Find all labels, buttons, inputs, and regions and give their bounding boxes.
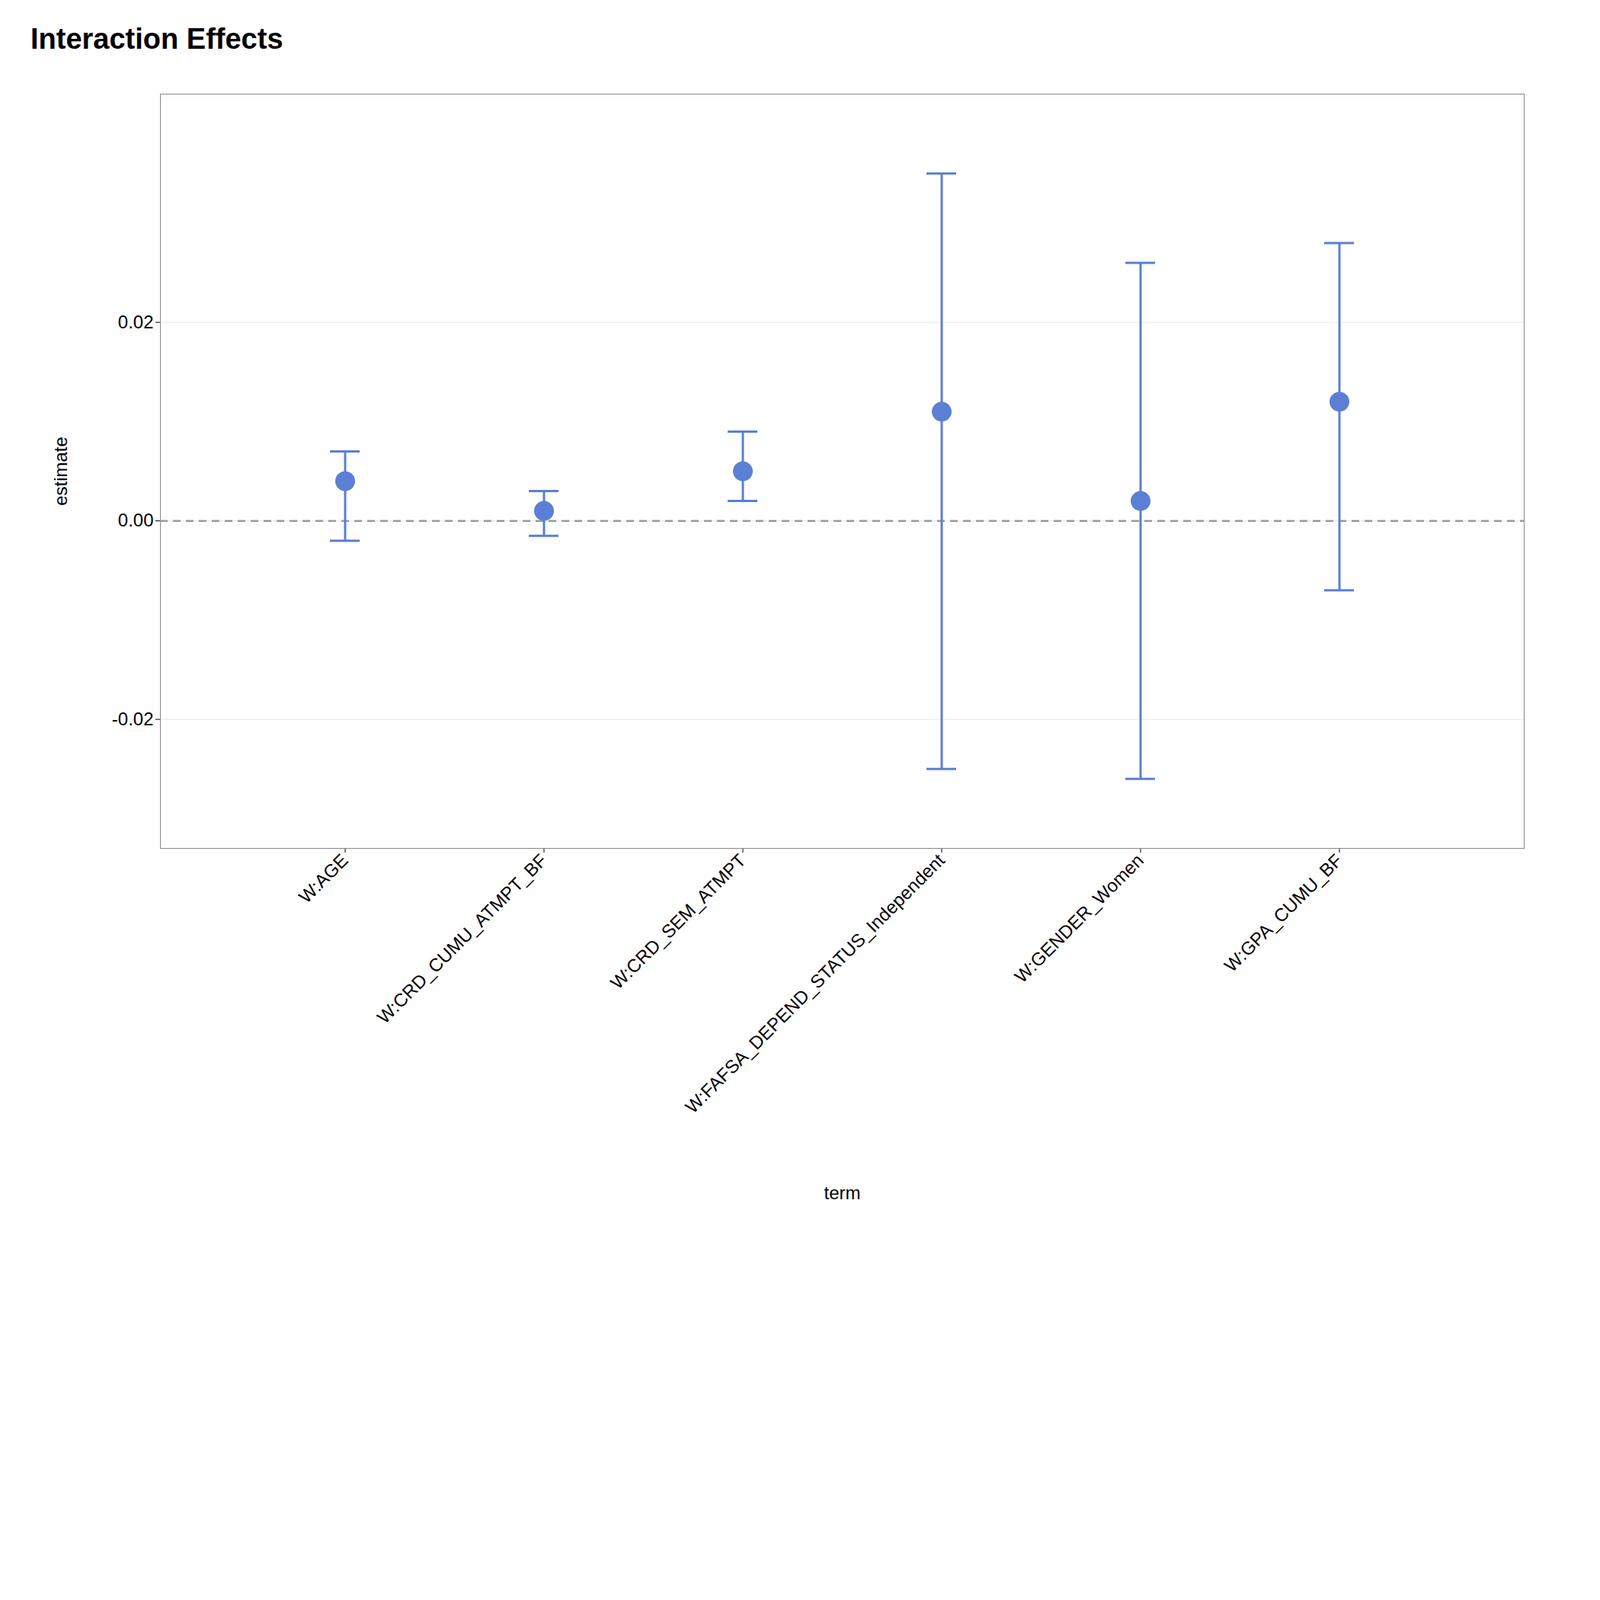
svg-text:estimate: estimate [50,436,71,506]
svg-text:W:GPA_CUMU_BF: W:GPA_CUMU_BF [1219,849,1347,976]
svg-text:term: term [824,1182,861,1204]
svg-text:W:FAFSA_DEPEND_STATUS_Independ: W:FAFSA_DEPEND_STATUS_Independent [681,849,949,1117]
svg-text:0.00: 0.00 [118,509,154,531]
svg-text:W:CRD_CUMU_ATMPT_BF: W:CRD_CUMU_ATMPT_BF [373,849,551,1028]
html-text:Interaction Effects: Interaction Effects [30,22,284,55]
svg-text:W:GENDER_Women: W:GENDER_Women [1010,849,1148,987]
svg-text:-0.02: -0.02 [112,708,154,730]
svg-text:W:AGE: W:AGE [294,849,352,907]
svg-text:0.02: 0.02 [118,311,154,333]
svg-text:W:CRD_SEM_ATMPT: W:CRD_SEM_ATMPT [606,849,750,993]
